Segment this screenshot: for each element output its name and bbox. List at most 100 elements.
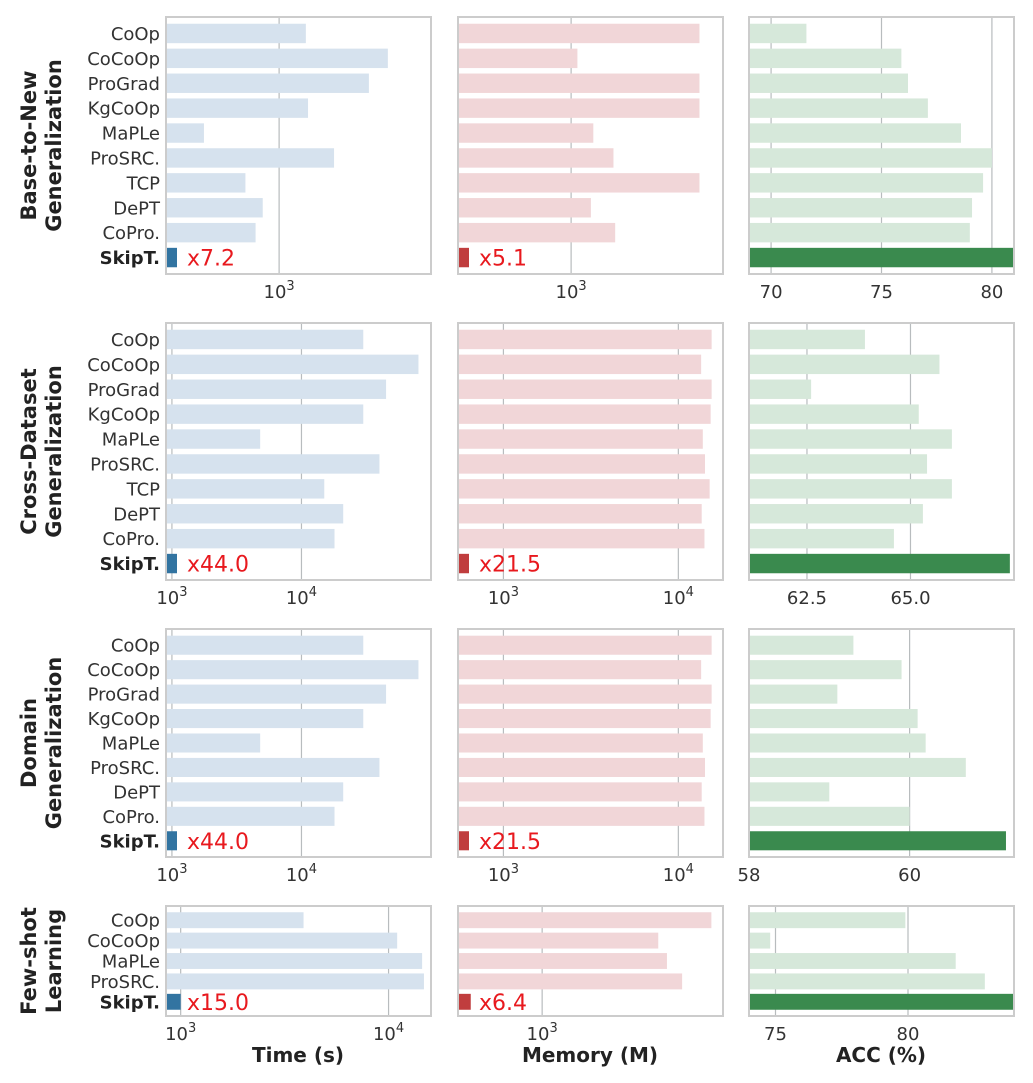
tick-label: 103 bbox=[556, 279, 587, 303]
tick-label: 62.5 bbox=[787, 588, 827, 609]
bar bbox=[459, 222, 616, 243]
bar bbox=[459, 528, 705, 549]
bar-highlight bbox=[750, 993, 1013, 1010]
bar bbox=[459, 782, 702, 802]
bar bbox=[750, 912, 906, 929]
category-label: ProSRC. bbox=[90, 148, 160, 169]
bar bbox=[750, 479, 952, 499]
bar bbox=[167, 973, 424, 990]
bar-highlight bbox=[459, 553, 469, 574]
bar bbox=[750, 757, 966, 777]
tick-label: 75 bbox=[764, 1024, 787, 1045]
category-label: CoPro. bbox=[102, 529, 160, 550]
bar bbox=[750, 709, 918, 729]
x-axis-labels: Time (s) Memory (M) ACC (%) bbox=[252, 1043, 926, 1067]
x-axis-label-time: Time (s) bbox=[252, 1043, 344, 1067]
category-label: MaPLe bbox=[102, 734, 160, 755]
category-label: CoOp bbox=[111, 330, 160, 351]
panel-frame bbox=[748, 16, 1015, 275]
bar-highlight bbox=[750, 247, 1013, 268]
bar-highlight bbox=[167, 247, 177, 268]
category-label: MaPLe bbox=[102, 430, 160, 451]
category-label: CoPro. bbox=[102, 223, 160, 244]
bar bbox=[167, 98, 309, 118]
bar bbox=[167, 173, 246, 193]
bar bbox=[459, 73, 700, 93]
bar bbox=[750, 684, 838, 704]
bar bbox=[167, 222, 256, 243]
category-label: SkipT. bbox=[100, 831, 160, 852]
tick-label: 104 bbox=[286, 585, 317, 609]
category-label: DePT bbox=[113, 198, 161, 219]
bar bbox=[750, 932, 771, 949]
bar bbox=[750, 660, 902, 680]
speedup-label: x44.0 bbox=[187, 553, 249, 578]
bar bbox=[167, 757, 380, 777]
panel-frame bbox=[457, 628, 724, 858]
category-label: TCP bbox=[126, 173, 161, 194]
bar bbox=[167, 123, 204, 143]
panel-frame bbox=[748, 322, 1015, 581]
bar bbox=[459, 48, 578, 69]
panel-frame bbox=[457, 905, 724, 1017]
category-label: KgCoOp bbox=[88, 99, 160, 120]
speedup-label: x21.5 bbox=[479, 553, 541, 578]
frames-layer bbox=[165, 16, 1015, 1017]
row-label: Generalization bbox=[42, 59, 66, 232]
bar bbox=[750, 504, 923, 524]
tick-label: 65.0 bbox=[890, 588, 930, 609]
bar-highlight bbox=[459, 831, 469, 851]
category-label: CoCoOp bbox=[87, 931, 160, 952]
bar bbox=[750, 23, 807, 44]
row-label: Domain bbox=[17, 698, 41, 788]
tick-label: 104 bbox=[373, 1021, 404, 1045]
bar bbox=[167, 429, 261, 449]
category-label: CoOp bbox=[111, 911, 160, 932]
speedup-label: x5.1 bbox=[479, 247, 527, 272]
bar bbox=[750, 973, 985, 990]
category-label: CoCoOp bbox=[87, 355, 160, 376]
bar bbox=[750, 123, 961, 143]
bar bbox=[750, 528, 894, 549]
row-label: Cross-Dataset bbox=[17, 368, 41, 535]
speedup-label: x44.0 bbox=[187, 830, 249, 855]
bar bbox=[459, 932, 659, 949]
bar bbox=[167, 504, 344, 524]
bar bbox=[459, 173, 700, 193]
category-label: SkipT. bbox=[100, 554, 160, 575]
category-label: ProSRC. bbox=[90, 758, 160, 779]
bar bbox=[459, 953, 667, 969]
bar-highlight bbox=[750, 553, 1010, 574]
tick-label: 80 bbox=[897, 1024, 920, 1045]
bar bbox=[750, 454, 928, 474]
bar-highlight bbox=[459, 993, 471, 1010]
tick-label: 80 bbox=[980, 282, 1003, 303]
panel-frame bbox=[457, 16, 724, 275]
bar bbox=[750, 635, 854, 655]
category-label: TCP bbox=[126, 479, 161, 500]
category-label: ProGrad bbox=[88, 380, 160, 401]
bar bbox=[167, 782, 344, 802]
tick-label: 103 bbox=[156, 585, 187, 609]
panel-frame bbox=[748, 628, 1015, 858]
bar bbox=[167, 684, 387, 704]
tick-label: 104 bbox=[286, 862, 317, 886]
category-label: CoOp bbox=[111, 636, 160, 657]
bar bbox=[459, 709, 711, 729]
bar-highlight bbox=[167, 553, 177, 574]
category-label: MaPLe bbox=[102, 124, 160, 145]
bar bbox=[750, 953, 956, 969]
tick-label: 60 bbox=[898, 865, 921, 886]
bar bbox=[167, 912, 304, 929]
bar bbox=[167, 354, 419, 375]
bar bbox=[167, 379, 387, 399]
bar bbox=[750, 73, 908, 93]
bar bbox=[459, 733, 703, 753]
bar bbox=[459, 635, 712, 655]
category-label: CoPro. bbox=[102, 807, 160, 828]
bar bbox=[167, 48, 388, 69]
category-label: DePT bbox=[113, 504, 161, 525]
row-label: Base-to-New bbox=[17, 70, 41, 220]
category-label: KgCoOp bbox=[88, 405, 160, 426]
